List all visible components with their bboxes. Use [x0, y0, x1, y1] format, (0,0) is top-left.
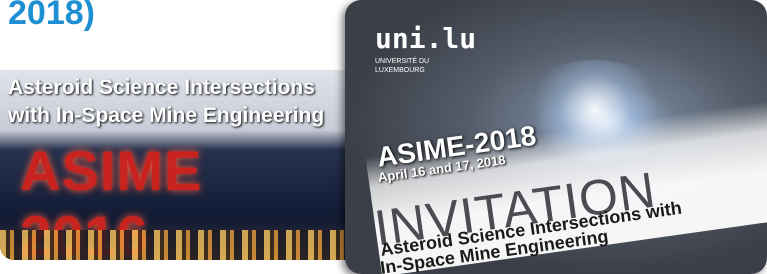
title-fragment: 2018): [8, 0, 95, 33]
invitation-image: uni.lu UNIVERSITÉ DU LUXEMBOURG ASIME-20…: [345, 0, 767, 274]
city-lights: [0, 230, 346, 260]
page: 2018) Asteroid Science Intersections wit…: [0, 0, 767, 274]
university: LUXEMBOURG: [375, 67, 425, 74]
asime-2016-image: Asteroid Science Intersections with In-S…: [0, 70, 346, 260]
left-line: with In-Space Mine Engineering: [8, 104, 324, 128]
university: UNIVERSITÉ DU: [375, 58, 429, 65]
logo: uni.lu: [375, 22, 476, 55]
left-line: Asteroid Science Intersections: [8, 76, 315, 100]
